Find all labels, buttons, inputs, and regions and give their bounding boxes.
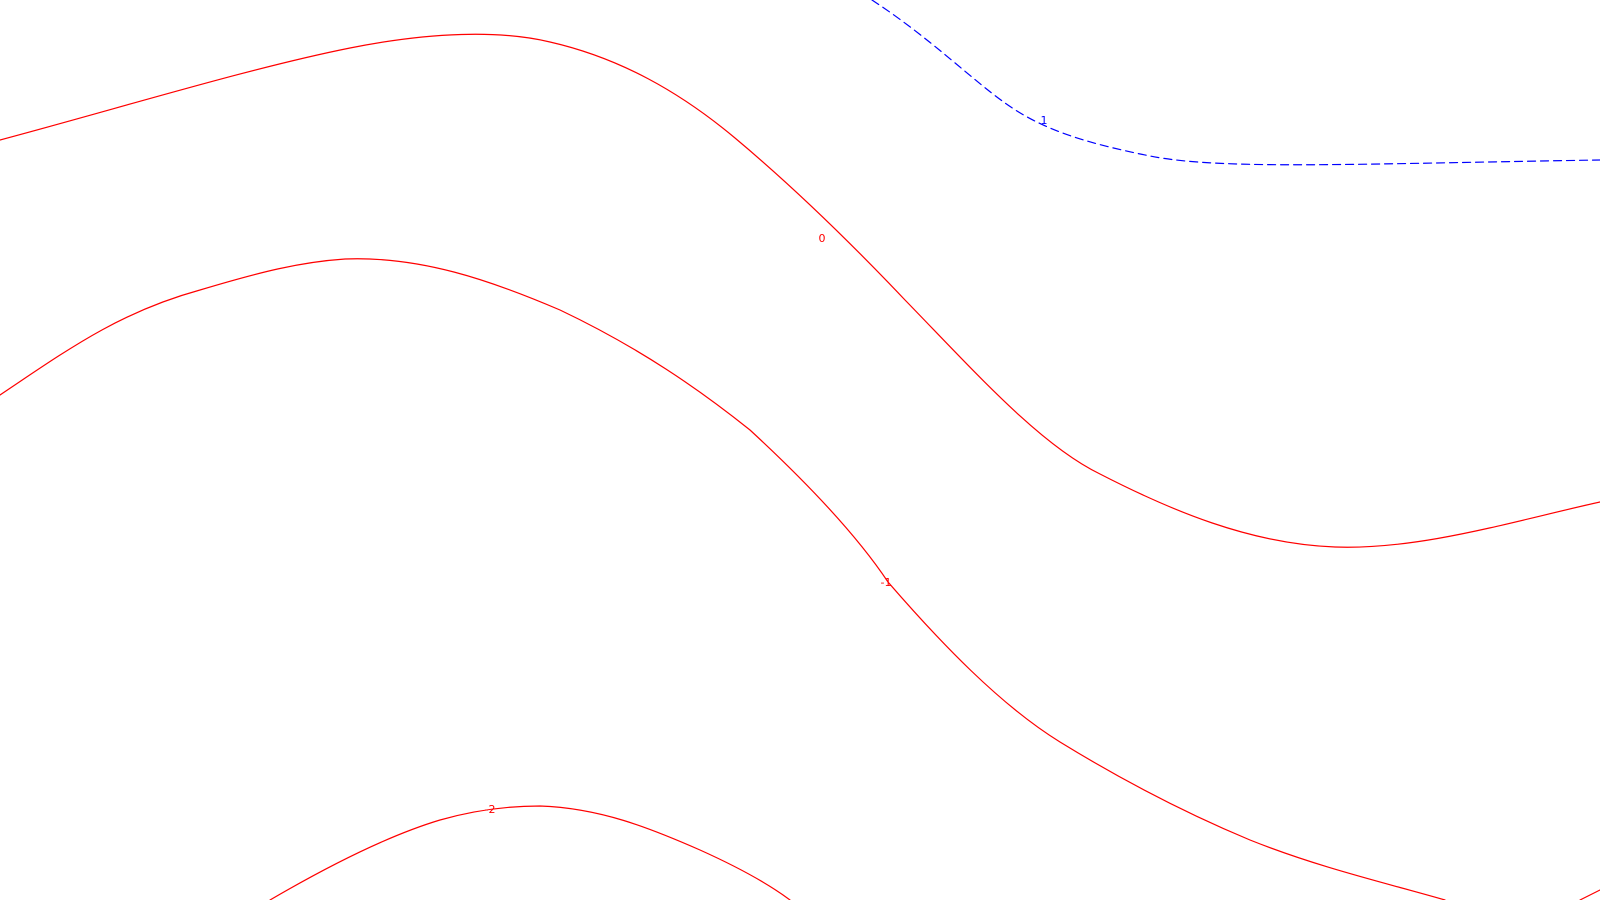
contour-line-level-minus-1-segment-2 [1579, 889, 1600, 900]
contour-level-minus-1: -1 [0, 258, 1600, 900]
contour-level-1: 1 [871, 0, 1600, 166]
contour-label-level-0: 0 [819, 232, 826, 245]
contour-label-level-minus-1: -1 [881, 576, 892, 589]
contour-line-level-1 [871, 0, 1600, 166]
contour-label-level-1: 1 [1041, 114, 1048, 127]
contour-line-level-0 [0, 33, 1600, 548]
contour-level-0: 0 [0, 33, 1600, 548]
contour-level-minus-2: -2 [269, 803, 791, 900]
contour-line-level-minus-2 [269, 805, 791, 900]
contour-line-level-minus-1 [0, 258, 1446, 900]
contour-label-level-minus-2: -2 [485, 803, 496, 816]
